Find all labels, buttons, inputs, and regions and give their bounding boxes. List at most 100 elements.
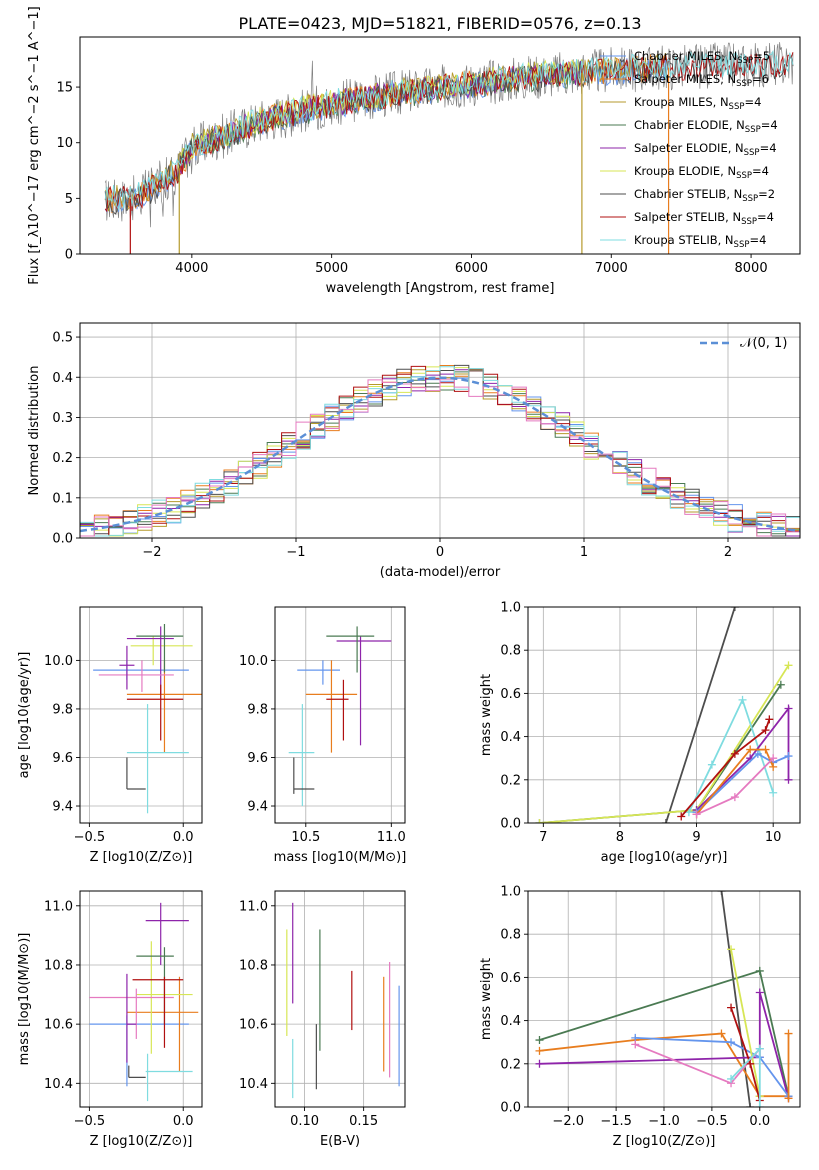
x-tick-label: 0.10 (290, 1114, 319, 1129)
x-tick-label: 8 (616, 830, 624, 845)
mass-weight-vs-metallicity-panel: −2.0 −1.5 −1.0 −0.5 0.0 0.0 0.2 0.4 0.6 0.8 1.0 Z [… (479, 885, 801, 1149)
x-axis-label: wavelength [Angstrom, rest frame] (326, 281, 555, 296)
plot-area (104, 42, 794, 254)
weight-marker (717, 1029, 726, 1038)
legend-label: Kroupa STELIB, NSSP=4 (634, 233, 766, 250)
weight-line (688, 697, 775, 813)
x-tick-label: 7000 (595, 261, 628, 276)
x-tick-label: −0.5 (74, 830, 106, 845)
y-tick-label: 0.2 (500, 773, 521, 788)
x-axis-label: E(B-V) (320, 1134, 360, 1149)
y-tick-label: 9.8 (52, 702, 73, 717)
x-tick-label: 0.0 (173, 1114, 194, 1129)
plot-area (535, 607, 793, 823)
weight-marker (784, 661, 793, 670)
y-tick-label: 5 (65, 192, 73, 207)
legend-label: Salpeter ELODIE, NSSP=4 (634, 141, 777, 158)
y-tick-label: 10 (56, 136, 73, 151)
y-tick-label: 0.2 (500, 1057, 521, 1072)
x-tick-label: −0.5 (74, 1114, 106, 1129)
y-tick-label: 10.6 (239, 1018, 268, 1033)
y-tick-label: 0.6 (500, 971, 521, 986)
axes-frame (79, 890, 203, 1108)
weight-marker (755, 1103, 764, 1107)
weight-line (730, 949, 761, 1097)
y-tick-label: 9.8 (247, 702, 268, 717)
x-tick-label: 0.0 (749, 1114, 770, 1129)
weight-marker (784, 752, 793, 761)
weight-marker (730, 749, 739, 758)
y-tick-label: 0.8 (500, 644, 521, 659)
axes-frame (274, 606, 406, 824)
y-tick-label: 10.8 (44, 958, 73, 973)
weight-marker (753, 749, 762, 758)
weight-marker (761, 726, 770, 735)
plot-area (288, 626, 392, 807)
y-tick-label: 11.0 (44, 899, 73, 914)
x-tick-label: 11.0 (377, 830, 406, 845)
axes-frame (274, 890, 406, 1108)
figure-title: PLATE=0423, MJD=51821, FIBERID=0576, z=0… (238, 14, 641, 33)
weight-marker (535, 1036, 544, 1045)
weight-marker (746, 1059, 755, 1068)
plot-area (80, 364, 800, 537)
x-tick-label: −2 (142, 545, 161, 560)
mass-weight-vs-age-panel: 7 8 9 10 0.0 0.2 0.4 0.6 0.8 1.0 age [log10(age/yr… (479, 601, 801, 865)
legend-label: Salpeter STELIB, NSSP=4 (634, 210, 774, 227)
y-tick-label: 10.4 (239, 1077, 268, 1092)
weight-line (539, 664, 790, 823)
y-tick-label: 10.8 (239, 958, 268, 973)
x-tick-label: 9 (692, 830, 700, 845)
weight-marker (684, 808, 693, 817)
plot-area (93, 623, 202, 814)
x-tick-label: 7 (539, 830, 547, 845)
axes-frame (527, 606, 801, 824)
y-tick-label: 11.0 (239, 899, 268, 914)
x-tick-label: 0.15 (349, 1114, 378, 1129)
x-tick-label: 10.5 (291, 830, 320, 845)
x-tick-label: −1.0 (648, 1114, 680, 1129)
weight-marker (631, 1040, 640, 1049)
axes-frame (79, 36, 801, 255)
age-vs-mass-panel: 10.5 11.0 9.4 9.6 9.8 10.0 mass [log10(M/M⊙)] (239, 606, 407, 865)
legend-label: Kroupa ELODIE, NSSP=4 (634, 164, 769, 181)
legend-label: Chabrier MILES, NSSP=5 (634, 49, 770, 66)
legend-label: Kroupa MILES, NSSP=4 (634, 95, 761, 112)
x-axis-label: mass [log10(M/M⊙)] (274, 850, 407, 865)
weight-marker (776, 680, 785, 689)
weight-marker (769, 788, 778, 797)
weight-marker (535, 1059, 544, 1068)
plot-area (535, 891, 793, 1107)
y-tick-label: 10.0 (239, 654, 268, 669)
normal-curve (80, 376, 800, 533)
weight-line (665, 607, 736, 823)
y-tick-label: 0.0 (500, 817, 521, 832)
x-tick-label: 1 (580, 545, 588, 560)
weight-marker (727, 945, 736, 954)
weight-marker (677, 812, 686, 821)
model-spectrum-line (104, 49, 794, 211)
y-tick-label: 0.0 (500, 1101, 521, 1116)
weight-marker (769, 754, 778, 763)
y-tick-label: 1.0 (500, 885, 521, 900)
x-axis-label: Z [log10(Z/Z⊙)] (613, 1134, 716, 1149)
weight-line (695, 752, 789, 813)
weight-marker (730, 793, 739, 802)
weight-marker (784, 1029, 793, 1038)
y-tick-label: 0.2 (52, 451, 73, 466)
x-tick-label: −0.5 (696, 1114, 728, 1129)
plot-area (89, 902, 199, 1102)
y-axis-label: mass weight (479, 958, 494, 1040)
x-tick-label: −2.0 (552, 1114, 584, 1129)
y-tick-label: 9.4 (52, 800, 73, 815)
weight-marker (535, 819, 544, 823)
weight-marker (661, 819, 670, 823)
x-tick-label: 6000 (455, 261, 488, 276)
age-vs-metallicity-panel: −0.5 0.0 9.4 9.6 9.8 10.0 Z [log10(Z/Z⊙)] age [… (17, 606, 203, 865)
y-tick-label: 0.0 (52, 532, 73, 547)
x-tick-label: −1 (286, 545, 305, 560)
weight-marker (784, 1094, 793, 1103)
mass-vs-metallicity-panel: −0.5 0.0 10.4 10.6 10.8 11.0 Z [log10(Z/Z⊙)] ma… (17, 890, 203, 1149)
weight-marker (535, 1046, 544, 1055)
